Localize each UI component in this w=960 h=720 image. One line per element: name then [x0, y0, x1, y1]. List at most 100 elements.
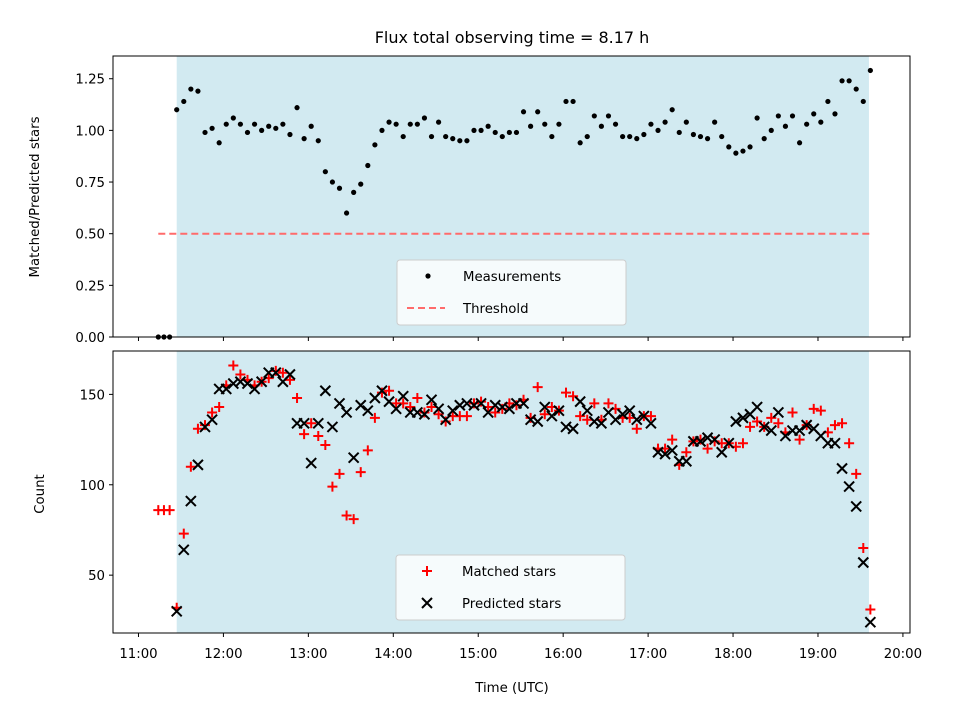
predicted-stars-point — [843, 480, 855, 493]
predicted-stars-point — [397, 390, 409, 402]
matched-stars-point — [313, 430, 324, 441]
matched-stars-point — [631, 423, 642, 434]
top-ylabel: Matched/Predicted stars — [28, 116, 43, 277]
predicted-stars-point — [178, 544, 190, 556]
matched-stars-point — [815, 405, 826, 416]
matched-stars-point — [214, 402, 225, 413]
matched-stars-point — [539, 409, 550, 420]
y-tick-label: 0.50 — [75, 228, 105, 243]
legend: Matched stars Predicted stars — [395, 554, 626, 621]
legend-label: Measurements — [463, 270, 561, 285]
predicted-stars-point — [616, 408, 629, 420]
predicted-stars-point — [793, 424, 806, 437]
predicted-stars-point — [730, 415, 742, 428]
measurement-point — [294, 105, 300, 111]
measurement-point — [832, 111, 838, 117]
measurement-point — [372, 142, 378, 148]
x-tick-label: 20:00 — [884, 647, 922, 662]
measurement-point — [818, 119, 824, 125]
measurement-point — [556, 121, 562, 127]
matched-stars-point — [561, 387, 572, 398]
predicted-stars-point — [772, 406, 785, 419]
matched-stars-point — [589, 398, 600, 409]
matched-stars-point — [306, 418, 317, 429]
predicted-stars-point — [574, 395, 586, 408]
measurement-point — [513, 129, 520, 136]
top-panel: 0.00 0.25 0.50 0.75 1.00 1.25 Measurements Thre… — [75, 55, 911, 346]
matched-stars-point — [433, 409, 444, 420]
measurement-point — [683, 119, 689, 125]
predicted-stars-point — [595, 417, 608, 430]
matched-stars-point — [440, 416, 451, 427]
matched-stars-point — [582, 414, 593, 425]
predicted-stars-point — [241, 377, 254, 390]
measurement-point — [174, 107, 180, 113]
matched-stars-point — [185, 461, 196, 472]
measurement-point — [237, 121, 244, 127]
matched-stars-point — [192, 423, 203, 434]
matched-stars-point — [376, 387, 387, 398]
predicted-stars-point — [581, 404, 593, 417]
bottom-xlabel: Time (UTC) — [474, 681, 549, 696]
matched-stars-point — [327, 481, 338, 492]
measurement-point — [697, 133, 704, 140]
measurement-point — [761, 136, 767, 142]
legend-measurements-icon — [425, 273, 431, 279]
predicted-stars-point — [517, 397, 530, 410]
y-tick-label: 0.25 — [75, 279, 105, 294]
measurement-point — [704, 136, 711, 142]
measurement-point — [464, 138, 470, 144]
predicted-stars-point — [716, 446, 728, 458]
measurement-point — [620, 133, 626, 140]
predicted-stars-point — [503, 403, 516, 415]
measurement-point — [853, 86, 859, 92]
measurement-point — [570, 98, 576, 105]
measurement-point — [839, 78, 845, 84]
measurement-point — [690, 131, 697, 138]
predicted-stars-point — [220, 383, 232, 395]
measurement-point — [365, 162, 371, 169]
measurement-point — [259, 127, 265, 133]
matched-stars-point — [341, 510, 352, 521]
measurement-point — [669, 107, 675, 113]
matched-stars-point — [362, 445, 373, 456]
predicted-stars-point — [340, 406, 353, 419]
x-tick-label: 19:00 — [799, 647, 837, 662]
y-tick-label: 1.25 — [75, 73, 105, 88]
matched-stars-point — [164, 505, 175, 516]
measurement-point — [846, 78, 852, 84]
legend: Measurements Threshold — [396, 259, 627, 326]
measurement-point — [414, 121, 420, 127]
measurement-point — [627, 133, 633, 140]
matched-stars-point — [808, 403, 819, 414]
matched-stars-point — [405, 402, 416, 413]
matched-stars-point — [398, 398, 409, 409]
measurement-point — [542, 121, 548, 127]
matched-stars-point — [419, 407, 430, 418]
measurement-point — [435, 119, 442, 125]
measurement-point — [188, 86, 194, 92]
measurement-point — [251, 121, 258, 127]
predicted-stars-point — [376, 385, 388, 397]
matched-stars-point — [355, 467, 366, 478]
measurement-point — [811, 111, 817, 117]
measurement-point — [407, 121, 413, 127]
measurement-point — [598, 123, 604, 129]
measurement-point — [782, 123, 789, 129]
matched-stars-point — [737, 438, 748, 449]
predicted-stars-point — [255, 376, 268, 388]
predicted-stars-point — [751, 401, 763, 413]
predicted-stars-point — [680, 455, 693, 467]
predicted-stars-point — [546, 410, 558, 422]
predicted-stars-point — [439, 413, 452, 426]
matched-stars-point — [695, 434, 706, 445]
matched-stars-point — [320, 440, 331, 450]
matched-stars-point — [794, 434, 805, 445]
x-tick-label: 14:00 — [374, 647, 412, 662]
measurement-point — [655, 127, 661, 133]
y-tick-label: 100 — [80, 479, 105, 494]
predicted-stars-point — [326, 421, 339, 433]
predicted-stars-point — [298, 417, 310, 430]
measurement-point — [662, 119, 668, 125]
